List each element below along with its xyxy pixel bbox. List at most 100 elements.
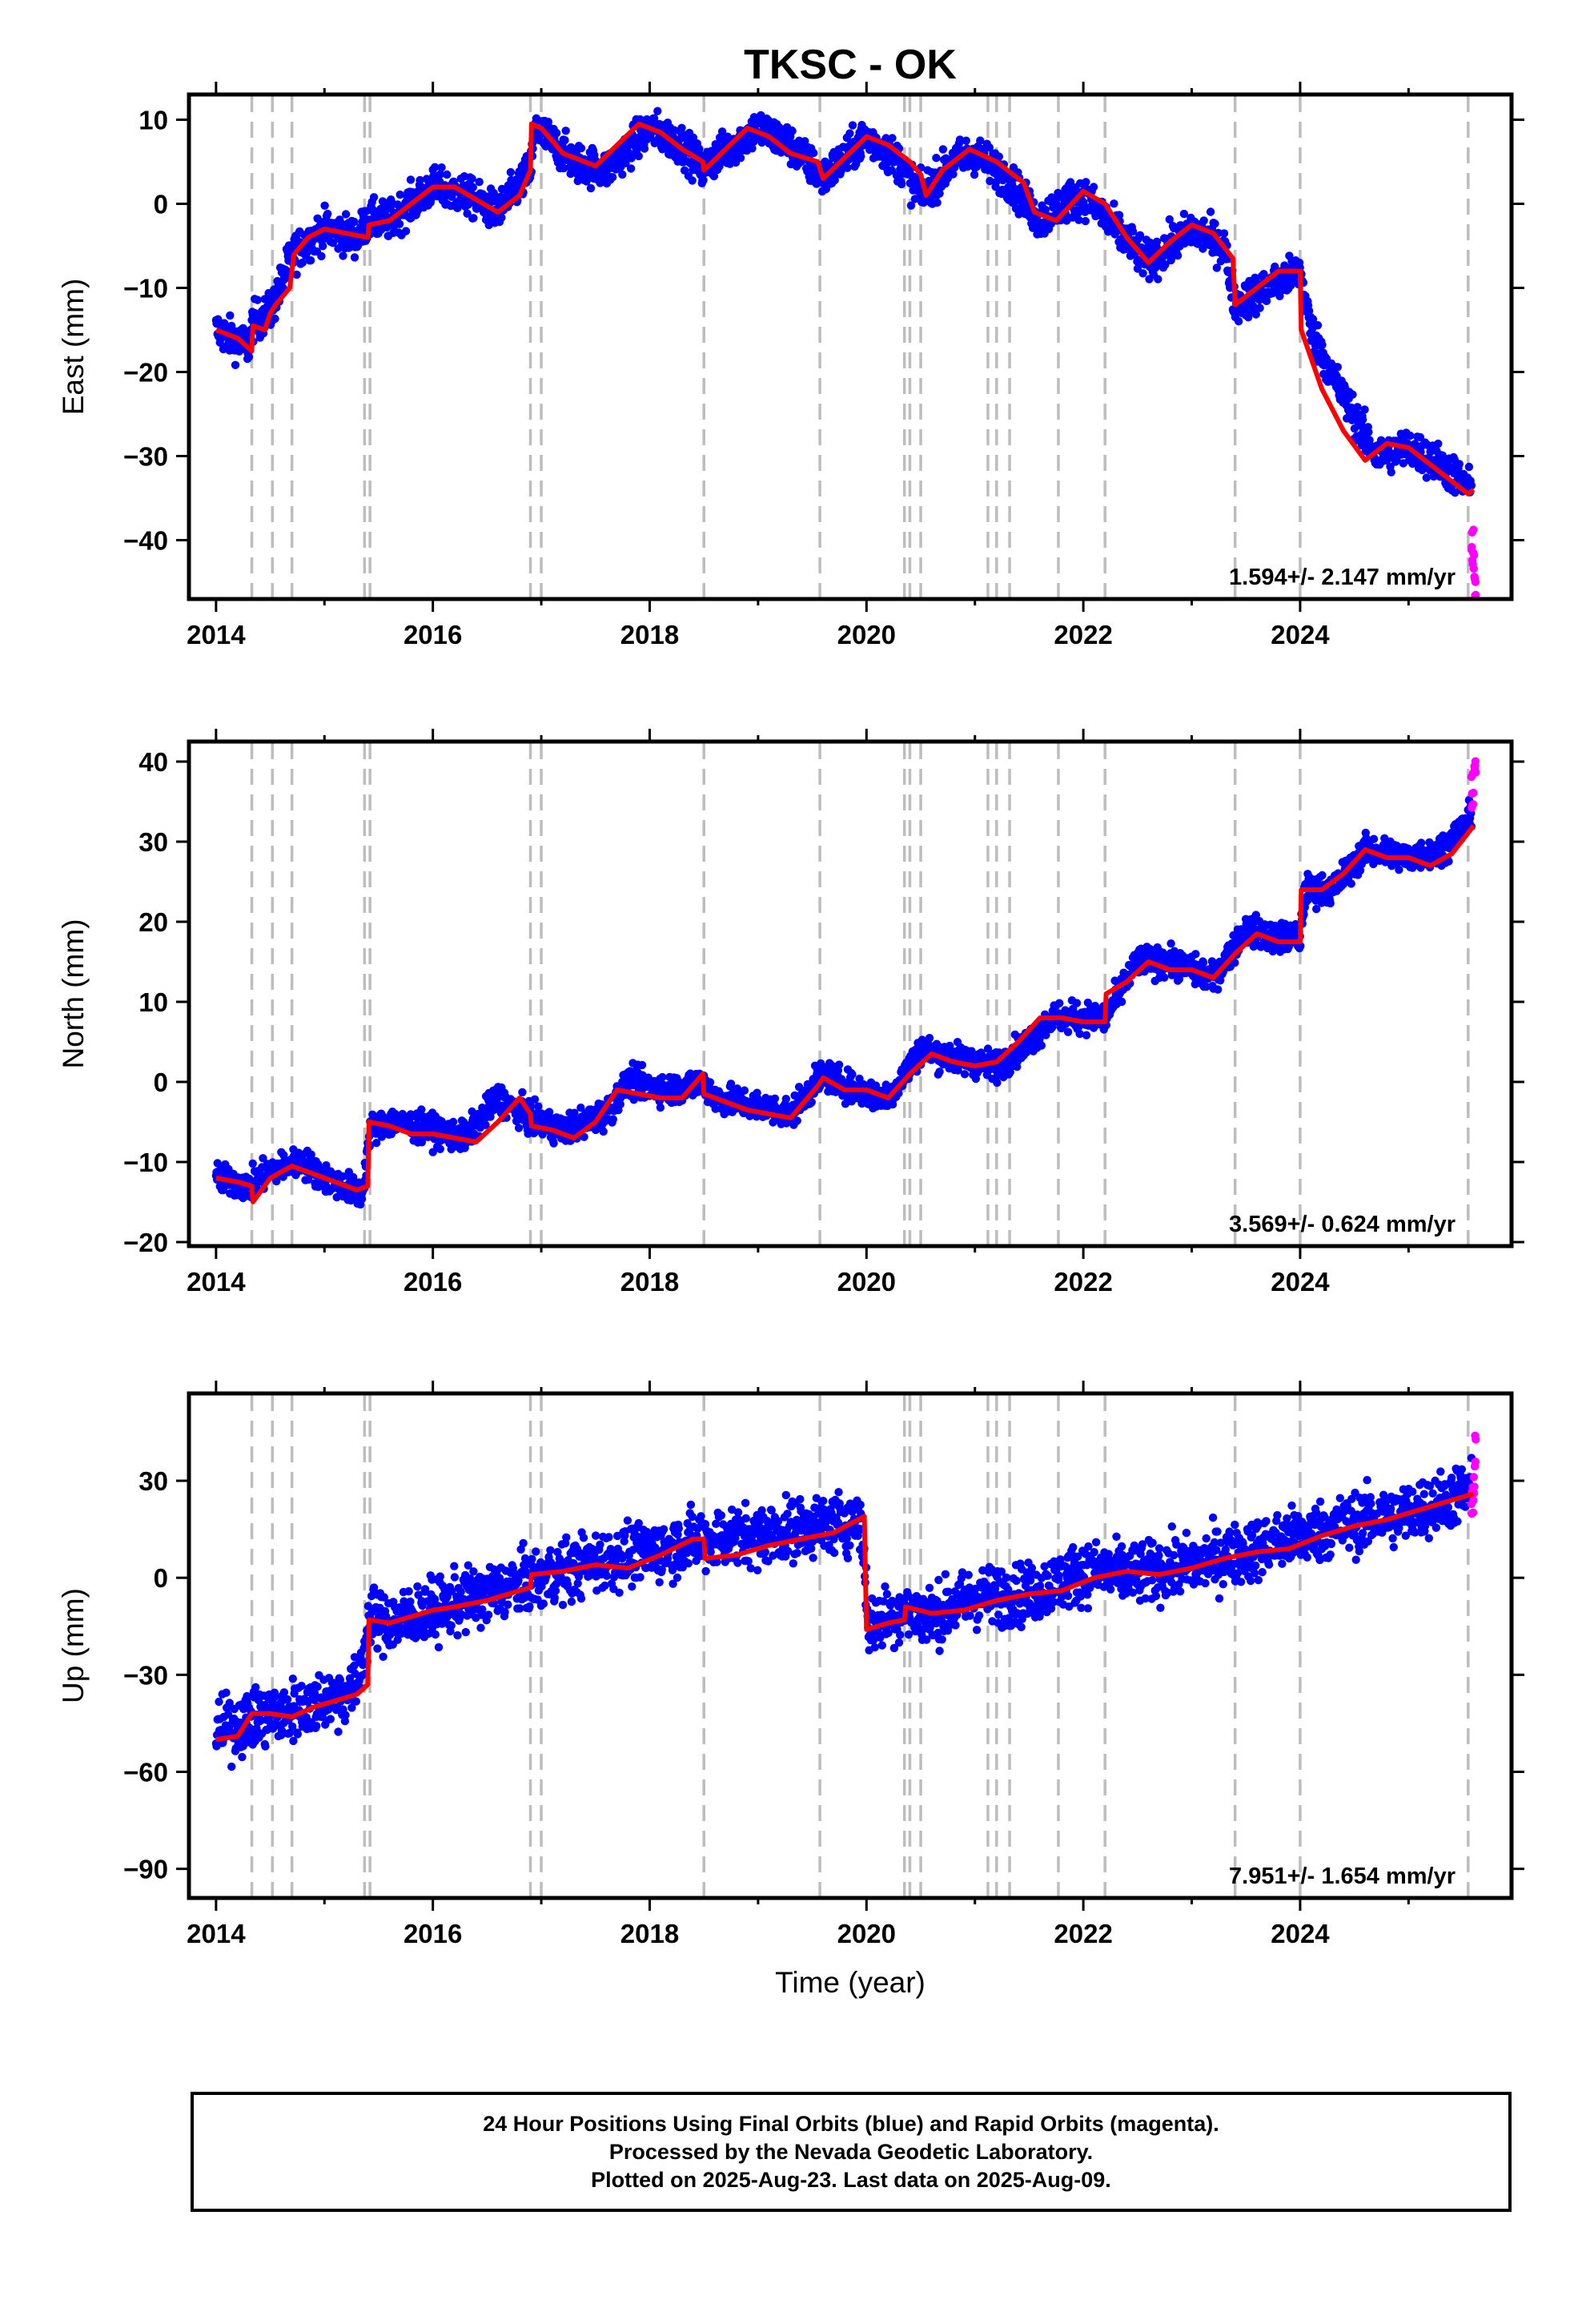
final-orbit-point (576, 143, 586, 153)
final-orbit-point (226, 311, 235, 320)
final-orbit-point (530, 1095, 540, 1104)
final-orbit-point (298, 258, 307, 267)
final-orbit-point (637, 1060, 647, 1070)
rate-label: 1.594+/- 2.147 mm/yr (1229, 565, 1456, 590)
final-orbit-point (1358, 415, 1367, 424)
final-orbit-point (534, 1102, 543, 1111)
final-orbit-point (845, 129, 854, 138)
final-orbit-point (906, 201, 916, 210)
final-orbit-point (807, 1098, 816, 1107)
final-orbit-point (699, 176, 708, 185)
final-orbit-point (1161, 260, 1170, 269)
final-orbit-point (938, 145, 948, 154)
final-orbit-point (292, 270, 301, 279)
final-orbit-point (560, 163, 568, 173)
final-orbit-point (481, 1120, 490, 1130)
final-orbit-point (993, 1078, 1002, 1088)
final-orbit-point (1166, 939, 1175, 948)
final-orbit-point (1074, 215, 1083, 224)
final-orbit-point (538, 1130, 547, 1139)
final-orbit-point (576, 1104, 585, 1112)
final-orbit-point (1002, 175, 1011, 183)
final-orbit-point (1415, 432, 1425, 442)
final-orbit-point (955, 135, 965, 144)
final-orbit-point (1158, 948, 1167, 957)
final-orbit-point (1079, 198, 1088, 207)
final-orbit-point (770, 1094, 780, 1104)
final-orbit-point (1179, 209, 1189, 219)
final-orbit-point (1275, 292, 1284, 300)
final-orbit-point (1072, 999, 1082, 1007)
x-tick-label: 2018 (620, 620, 679, 649)
final-orbit-point (834, 1060, 844, 1069)
final-orbit-point (621, 159, 630, 167)
final-orbit-point (848, 1070, 857, 1079)
final-orbit-point (271, 314, 279, 324)
final-orbit-point (320, 201, 329, 210)
final-orbit-point (925, 1034, 934, 1043)
final-orbit-point (282, 273, 291, 283)
final-orbit-point (599, 1127, 608, 1136)
final-orbit-point (1434, 439, 1443, 448)
final-orbit-point (431, 163, 440, 171)
final-orbit-point (830, 175, 839, 185)
final-orbit-point (843, 163, 852, 172)
final-orbit-point (1074, 208, 1083, 217)
final-orbit-point (372, 1139, 381, 1148)
final-orbit-point (1360, 405, 1369, 414)
final-orbit-point (1426, 448, 1435, 456)
final-orbit-point (283, 267, 291, 275)
final-orbit-point (1353, 403, 1362, 412)
final-orbit-point (561, 127, 570, 135)
final-orbit-point (788, 127, 797, 135)
final-orbit-point (349, 1172, 358, 1182)
final-orbit-point (401, 227, 411, 235)
final-orbit-point (357, 1195, 367, 1204)
final-orbit-point (1165, 215, 1174, 224)
final-orbit-point (1219, 229, 1229, 238)
final-orbit-point (994, 152, 1004, 161)
final-orbit-point (1348, 390, 1357, 399)
final-orbit-point (689, 133, 698, 142)
final-orbit-point (272, 1176, 281, 1186)
final-orbit-point (677, 123, 686, 132)
final-orbit-point (1212, 263, 1222, 272)
final-orbit-point (560, 135, 569, 145)
final-orbit-point (695, 144, 704, 153)
final-orbit-point (1152, 237, 1162, 246)
x-tick-label: 2016 (404, 620, 462, 649)
final-orbit-point (897, 179, 906, 189)
final-orbit-point (656, 1103, 665, 1112)
final-orbit-point (985, 143, 994, 152)
final-orbit-point (809, 148, 818, 158)
y-tick-label: 0 (154, 190, 168, 219)
final-orbit-point (726, 1080, 736, 1088)
final-orbit-point (586, 183, 596, 193)
final-orbit-point (1206, 207, 1215, 216)
final-orbit-point (1262, 296, 1271, 305)
final-orbit-point (1312, 904, 1321, 914)
final-orbit-point (1083, 998, 1093, 1007)
final-orbit-point (1455, 460, 1464, 468)
final-orbit-point (436, 1144, 444, 1154)
final-orbit-point (1199, 958, 1208, 967)
final-orbit-point (341, 210, 351, 219)
final-orbit-point (1082, 1031, 1091, 1039)
final-orbit-point (1048, 1023, 1057, 1032)
final-orbit-point (640, 144, 649, 153)
final-orbit-point (1117, 997, 1126, 1007)
final-orbit-point (497, 213, 506, 222)
final-orbit-point (213, 1159, 222, 1168)
panel-frame (187, 92, 1514, 601)
final-orbit-point (949, 170, 958, 179)
final-orbit-point (709, 171, 719, 181)
panel-north: 2014 2016 2018 2020 2022 2024−20−10010203040N… (57, 729, 1524, 1297)
final-orbit-point (1037, 1041, 1046, 1050)
final-orbit-point (417, 1105, 426, 1114)
final-orbit-point (413, 1113, 422, 1123)
final-orbit-point (537, 1109, 546, 1118)
final-orbit-point (1318, 340, 1327, 349)
x-tick-label: 2022 (1054, 620, 1112, 649)
final-orbit-point (932, 154, 941, 163)
